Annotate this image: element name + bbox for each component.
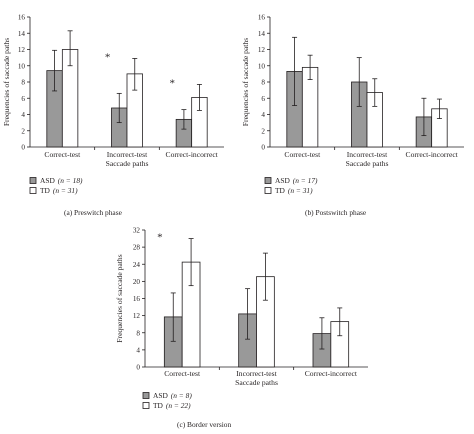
- y-tick-label: 12: [258, 46, 266, 54]
- y-tick-label: 4: [21, 111, 25, 119]
- x-tick-label: Correct-test: [44, 150, 81, 159]
- legend-swatch-td: [264, 187, 272, 194]
- y-tick-label: 0: [136, 364, 140, 372]
- y-tick-label: 2: [21, 127, 25, 135]
- legend-series-name: ASD: [40, 176, 55, 185]
- legend-n-label: (n = 8): [171, 391, 193, 400]
- y-tick-label: 0: [21, 144, 25, 152]
- x-tick-label: Correct-incorrect: [166, 150, 219, 159]
- legend-series-name: ASD: [153, 391, 168, 400]
- legend-entry-td: TD (n = 22): [153, 401, 191, 410]
- y-axis-title: Frequencies of saccade paths: [2, 38, 11, 126]
- y-tick-label: 0: [261, 144, 265, 152]
- y-axis-title: Frequencies of saccade paths: [115, 254, 124, 342]
- legend-series-name: ASD: [275, 176, 290, 185]
- chart-panel-2: 0 4 8 12 16 20 24 28 32 Frequencies of saccade pa…: [115, 227, 368, 429]
- legend-n-label: (n = 17): [293, 176, 318, 185]
- y-tick-label: 10: [18, 62, 26, 70]
- legend-swatch-asd: [142, 392, 150, 399]
- y-tick-label: 8: [261, 79, 265, 87]
- y-tick-label: 16: [133, 295, 141, 303]
- y-tick-label: 8: [21, 79, 25, 87]
- legend-entry-asd: ASD (n = 8): [153, 391, 192, 400]
- panel-caption: (c) Border version: [177, 420, 231, 429]
- y-tick-label: 2: [261, 127, 265, 135]
- significance-star: *: [170, 77, 176, 89]
- legend-n-label: (n = 22): [166, 401, 191, 410]
- y-tick-label: 6: [261, 95, 265, 103]
- legend-swatch-asd: [29, 177, 37, 184]
- chart-panel-1: 0 2 4 6 8 10 12 14 16 Frequencies of saccade path…: [241, 14, 464, 217]
- x-tick-label: Correct-incorrect: [305, 369, 358, 378]
- y-tick-label: 20: [133, 278, 141, 286]
- x-tick-label: Incorrect-test: [107, 150, 148, 159]
- legend-n-label: (n = 18): [58, 176, 83, 185]
- x-tick-label: Correct-test: [284, 150, 321, 159]
- y-tick-label: 24: [133, 261, 141, 269]
- legend-entry-td: TD (n = 31): [275, 186, 313, 195]
- y-tick-label: 10: [258, 62, 266, 70]
- panel-caption: (a) Preswitch phase: [64, 208, 123, 217]
- y-tick-label: 12: [133, 312, 141, 320]
- x-axis-title: Saccade paths: [235, 378, 278, 387]
- x-tick-label: Incorrect-test: [236, 369, 277, 378]
- y-tick-label: 16: [258, 14, 266, 22]
- legend-swatch-td: [29, 187, 37, 194]
- y-tick-label: 4: [261, 111, 265, 119]
- y-tick-label: 28: [133, 244, 141, 252]
- legend-entry-td: TD (n = 31): [40, 186, 78, 195]
- legend-swatch-td: [142, 402, 150, 409]
- chart-panel-0: 0 2 4 6 8 10 12 14 16 Frequencies of saccade path…: [2, 14, 224, 217]
- legend-series-name: TD: [153, 401, 164, 410]
- y-tick-label: 14: [258, 30, 266, 38]
- significance-star: *: [157, 232, 163, 244]
- y-tick-label: 16: [18, 14, 26, 22]
- y-axis-title: Frequencies of saccade paths: [241, 38, 250, 126]
- y-tick-label: 12: [18, 46, 26, 54]
- legend-n-label: (n = 31): [288, 186, 313, 195]
- legend-series-name: TD: [275, 186, 286, 195]
- x-tick-label: Incorrect-test: [347, 150, 388, 159]
- x-tick-label: Correct-incorrect: [406, 150, 459, 159]
- legend-entry-asd: ASD (n = 18): [40, 176, 83, 185]
- legend-series-name: TD: [40, 186, 51, 195]
- y-tick-label: 32: [133, 227, 141, 235]
- y-tick-label: 14: [18, 30, 26, 38]
- y-tick-label: 8: [136, 329, 140, 337]
- y-tick-label: 4: [136, 346, 140, 354]
- x-axis-title: Saccade paths: [346, 159, 389, 168]
- x-tick-label: Correct-test: [164, 369, 201, 378]
- significance-star: *: [105, 51, 111, 63]
- legend-swatch-asd: [264, 177, 272, 184]
- legend-entry-asd: ASD (n = 17): [275, 176, 318, 185]
- y-tick-label: 6: [21, 95, 25, 103]
- panel-caption: (b) Postswitch phase: [305, 208, 367, 217]
- legend-n-label: (n = 31): [53, 186, 78, 195]
- x-axis-title: Saccade paths: [106, 159, 149, 168]
